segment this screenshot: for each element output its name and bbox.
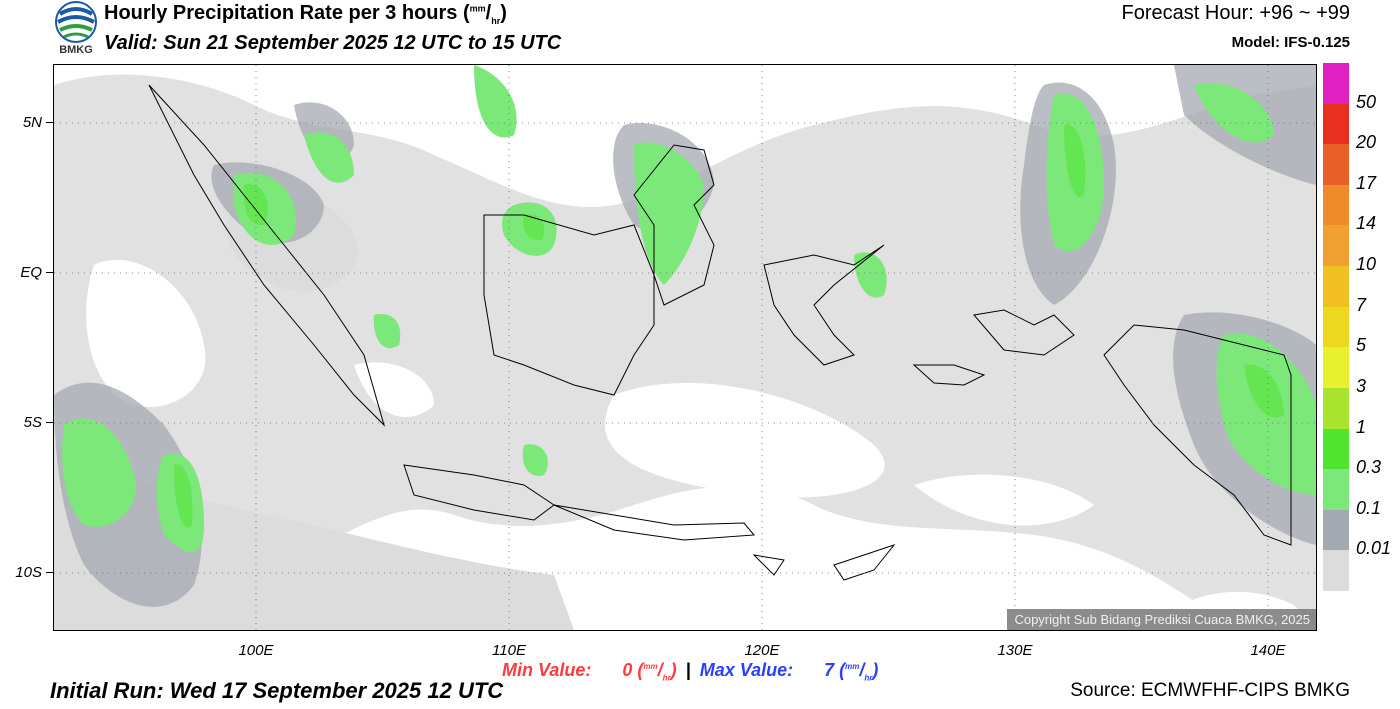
- colorbar-segment: [1323, 306, 1349, 348]
- colorbar-label: 7: [1356, 294, 1367, 315]
- colorbar-segment: [1323, 550, 1349, 592]
- colorbar-label: 10: [1356, 254, 1377, 275]
- lon-label-140e: 140E: [1250, 642, 1286, 659]
- lon-label-100e: 100E: [238, 642, 274, 659]
- lat-label-10s: 10S: [15, 564, 42, 581]
- colorbar-segment: [1323, 428, 1349, 470]
- colorbar-label: 3: [1356, 375, 1367, 396]
- lon-label-130e: 130E: [997, 642, 1033, 659]
- data-source: Source: ECMWFHF-CIPS BMKG: [1070, 680, 1350, 701]
- colorbar-label: 0.1: [1356, 497, 1382, 518]
- colorbar-segment: [1323, 266, 1349, 308]
- colorbar-label: 14: [1356, 213, 1377, 234]
- bmkg-logo: BMKG: [52, 0, 100, 60]
- lon-label-120e: 120E: [744, 642, 780, 659]
- grid-lines: [54, 65, 1316, 630]
- colorbar-label: 20: [1356, 132, 1377, 153]
- colorbar-label: 1: [1356, 416, 1367, 437]
- chart-title: Hourly Precipitation Rate per 3 hours (m…: [104, 2, 507, 26]
- colorbar-segment: [1323, 63, 1349, 105]
- colorbar-label: 5: [1356, 335, 1367, 356]
- colorbar-segment: [1323, 469, 1349, 511]
- colorbar-segment: [1323, 347, 1349, 389]
- colorbar-segment: [1323, 184, 1349, 226]
- forecast-hour: Forecast Hour: +96 ~ +99: [1121, 2, 1350, 24]
- lat-label-5s: 5S: [23, 414, 42, 431]
- lat-label-eq: EQ: [20, 264, 42, 281]
- min-value: 0: [622, 660, 633, 680]
- logo-text: BMKG: [59, 44, 93, 56]
- colorbar-segment: [1323, 144, 1349, 186]
- lat-tick: [46, 122, 53, 123]
- min-value-label: Min Value:: [502, 660, 592, 680]
- max-value-label: Max Value:: [699, 660, 794, 680]
- max-value: 7: [824, 660, 835, 680]
- colorbar-label: 0.01: [1356, 538, 1392, 559]
- min-max-values: Min Value: 0 (mm/hr) | Max Value: 7 (mm/…: [502, 660, 879, 683]
- rain-area-1: [174, 124, 1284, 528]
- colorbar-label: 0.3: [1356, 457, 1382, 478]
- valid-period: Valid: Sun 21 September 2025 12 UTC to 1…: [104, 32, 562, 54]
- copyright-label: Copyright Sub Bidang Prediksi Cuaca BMKG…: [1007, 609, 1316, 630]
- colorbar-segment: [1323, 387, 1349, 430]
- colorbar-label: 50: [1356, 91, 1377, 112]
- model-name: Model: IFS-0.125: [1231, 34, 1350, 51]
- colorbar-label: 17: [1356, 172, 1377, 193]
- initial-run: Initial Run: Wed 17 September 2025 12 UT…: [50, 678, 504, 703]
- colorbar-segment: [1323, 103, 1349, 145]
- lat-label-5n: 5N: [22, 114, 42, 131]
- coastlines: [148, 84, 1292, 581]
- precipitation-map: Copyright Sub Bidang Prediksi Cuaca BMKG…: [53, 64, 1317, 631]
- lat-tick: [46, 272, 53, 273]
- lon-label-110e: 110E: [492, 642, 526, 659]
- colorbar-segment: [1323, 225, 1349, 267]
- colorbar: [1323, 63, 1349, 592]
- colorbar-segment: [1323, 509, 1349, 551]
- lat-tick: [46, 572, 53, 573]
- lat-tick: [46, 422, 53, 423]
